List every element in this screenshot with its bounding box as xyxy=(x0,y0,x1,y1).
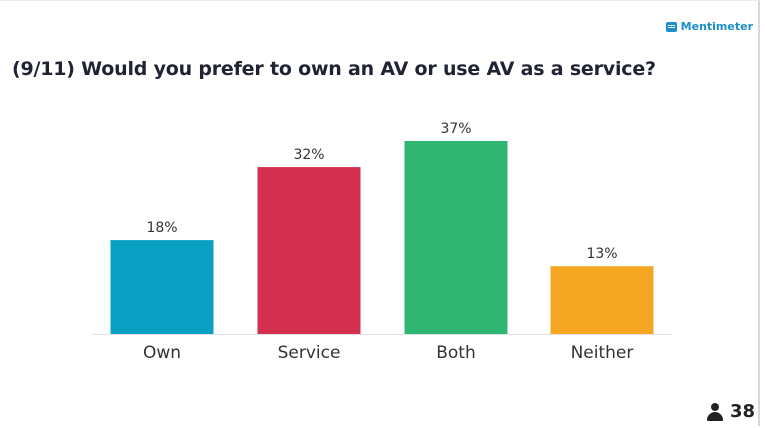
data-label-neither: 13% xyxy=(586,246,617,262)
brand-name: Mentimeter xyxy=(680,20,753,33)
bar-service xyxy=(257,167,361,334)
user-icon xyxy=(706,402,724,421)
data-label-own: 18% xyxy=(146,220,177,236)
bar-both xyxy=(404,141,508,334)
mentimeter-logo-icon xyxy=(665,21,677,32)
bar-own xyxy=(110,240,214,334)
data-label-both: 37% xyxy=(440,121,471,137)
brand-logo: Mentimeter xyxy=(665,20,753,33)
participant-count-value: 38 xyxy=(729,401,755,422)
category-label-service: Service xyxy=(278,343,341,363)
question-title: (9/11) Would you prefer to own an AV or … xyxy=(12,58,656,80)
category-label-both: Both xyxy=(436,343,476,363)
category-label-neither: Neither xyxy=(571,343,634,363)
category-label-own: Own xyxy=(143,343,181,363)
participant-count: 38 xyxy=(706,401,755,422)
data-label-service: 32% xyxy=(293,147,324,163)
bar-neither xyxy=(550,266,654,334)
